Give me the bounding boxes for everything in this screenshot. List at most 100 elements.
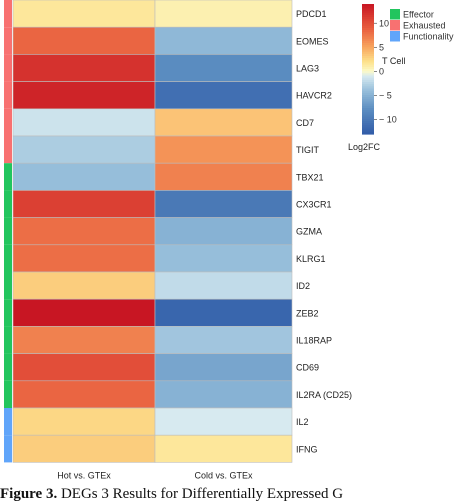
colorbar-segment	[362, 43, 374, 46]
colorbar-segment	[362, 51, 374, 55]
group-bar-segment	[4, 299, 12, 327]
heatmap-cell	[12, 326, 156, 354]
heatmap-cell	[12, 271, 156, 300]
heatmap-cell	[12, 108, 156, 137]
colorbar-segment	[362, 92, 374, 96]
row-label: IL2	[296, 417, 309, 427]
colorbar-segment	[362, 103, 374, 107]
row-label: ID2	[296, 281, 310, 291]
colorbar-segment	[362, 12, 374, 16]
colorbar-tick-label: 0	[379, 66, 384, 76]
colorbar-segment	[362, 27, 374, 31]
colorbar-tick-label: − 10	[379, 115, 397, 125]
colorbar-segment	[362, 110, 374, 113]
colorbar-segment	[362, 17, 374, 20]
heatmap-cell	[12, 0, 156, 28]
row-label: LAG3	[296, 64, 319, 74]
row-label: IL18RAP	[296, 336, 332, 346]
heatmap-cell	[12, 434, 156, 463]
colorbar-legend: 10 5 0 − 5 − 10 Log2FC	[348, 4, 397, 152]
colorbar-segment	[362, 34, 374, 38]
colorbar-segment	[362, 97, 374, 100]
group-bar-segment	[4, 136, 12, 164]
colorbar-segment	[362, 125, 374, 129]
colorbar-segment	[362, 8, 374, 12]
column-label: Cold vs. GTEx	[194, 470, 253, 480]
heatmap-cell	[154, 162, 293, 191]
colorbar-segment	[362, 121, 374, 124]
colorbar-tick-label: 5	[379, 42, 384, 52]
row-label: IL2RA (CD25)	[296, 390, 352, 400]
heatmap-cell	[154, 0, 293, 28]
heatmap-cell	[12, 54, 156, 82]
heatmap-cells	[12, 0, 293, 463]
colorbar-segment	[362, 19, 374, 22]
colorbar-segment	[362, 95, 374, 98]
row-label: CD69	[296, 363, 319, 373]
row-label: TBX21	[296, 172, 324, 182]
group-legend-label: Functionality	[403, 32, 454, 42]
group-bar-segment	[4, 217, 12, 245]
colorbar-segment	[362, 56, 374, 59]
heatmap-cell	[154, 54, 293, 82]
colorbar-segment	[362, 53, 374, 57]
row-label: EOMES	[296, 36, 329, 46]
colorbar-segment	[362, 21, 374, 25]
column-labels: Hot vs. GTEx Cold vs. GTEx	[57, 470, 253, 480]
heatmap-cell	[12, 244, 156, 273]
colorbar-segment	[362, 79, 374, 83]
heatmap-cell	[12, 26, 156, 55]
colorbar-segment	[362, 14, 374, 18]
group-bar-segment	[4, 108, 12, 136]
heatmap-cell	[154, 407, 293, 436]
colorbar-segment	[362, 77, 374, 81]
colorbar-segment	[362, 118, 374, 122]
colorbar-segment	[362, 84, 374, 87]
colorbar-segment	[362, 25, 374, 29]
colorbar-segment	[362, 6, 374, 9]
colorbar-segment	[362, 62, 374, 66]
colorbar-segment	[362, 49, 374, 53]
colorbar-tick-label: − 5	[379, 90, 392, 100]
heatmap-cell	[12, 217, 156, 246]
row-label: CX3CR1	[296, 200, 332, 210]
group-legend-label: Effector	[403, 10, 434, 20]
row-label: GZMA	[296, 227, 322, 237]
colorbar-segment	[362, 116, 374, 120]
colorbar-segment	[362, 40, 374, 44]
heatmap-cell	[12, 81, 156, 110]
colorbar-segment	[362, 60, 374, 64]
heatmap-cell	[154, 434, 293, 463]
group-legend-swatch	[390, 31, 400, 42]
caption-label: Figure 3.	[0, 486, 58, 502]
colorbar-segment	[362, 73, 374, 77]
colorbar-segment	[362, 99, 374, 103]
heatmap-cell	[154, 244, 293, 273]
group-bar-segment	[4, 353, 12, 381]
colorbar-segment	[362, 69, 374, 72]
colorbar-segment	[362, 30, 374, 33]
heatmap-cell	[12, 162, 156, 191]
colorbar-segment	[362, 114, 374, 118]
row-label: KLRG1	[296, 254, 326, 264]
group-bar-segment	[4, 326, 12, 354]
row-labels: PDCD1 EOMES LAG3 HAVCR2 CD7 TIGIT TBX21 CX3CR1 G…	[296, 9, 352, 454]
heatmap-cell	[12, 353, 156, 382]
colorbar-segment	[362, 66, 374, 70]
heatmap-cell	[154, 271, 293, 300]
heatmap-cell	[12, 298, 156, 327]
heatmap-cell	[12, 190, 156, 218]
group-bar-segment	[4, 190, 12, 218]
colorbar-segment	[362, 82, 374, 85]
colorbar-segment	[362, 64, 374, 68]
figure-caption: Figure 3. DEGs 3 Results for Differentia…	[0, 486, 474, 504]
colorbar-segment	[362, 90, 374, 94]
colorbar-segment	[362, 36, 374, 40]
row-label: PDCD1	[296, 9, 327, 19]
heatmap-cell	[154, 380, 293, 409]
group-bar-segment	[4, 435, 12, 463]
group-bar-segment	[4, 408, 12, 436]
heatmap-cell	[154, 135, 293, 164]
colorbar-segment	[362, 108, 374, 111]
